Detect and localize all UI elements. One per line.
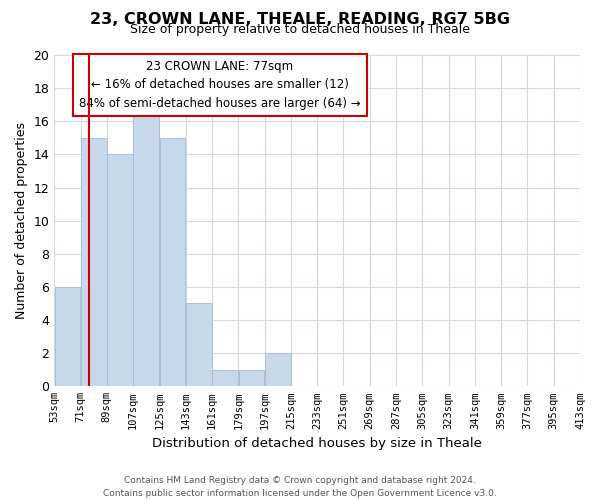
Text: Size of property relative to detached houses in Theale: Size of property relative to detached ho… (130, 22, 470, 36)
Text: Contains HM Land Registry data © Crown copyright and database right 2024.
Contai: Contains HM Land Registry data © Crown c… (103, 476, 497, 498)
Bar (265, 353, 290, 386)
X-axis label: Distribution of detached houses by size in Theale: Distribution of detached houses by size … (152, 437, 482, 450)
Bar (212, 370, 238, 386)
Bar (186, 304, 212, 386)
Bar (133, 104, 159, 386)
Bar (107, 154, 133, 386)
Y-axis label: Number of detached properties: Number of detached properties (15, 122, 28, 319)
Bar (160, 138, 185, 386)
Text: 23, CROWN LANE, THEALE, READING, RG7 5BG: 23, CROWN LANE, THEALE, READING, RG7 5BG (90, 12, 510, 28)
Text: 23 CROWN LANE: 77sqm
← 16% of detached houses are smaller (12)
84% of semi-detac: 23 CROWN LANE: 77sqm ← 16% of detached h… (79, 60, 361, 110)
Bar (55, 287, 80, 386)
Bar (81, 138, 107, 386)
Bar (239, 370, 265, 386)
